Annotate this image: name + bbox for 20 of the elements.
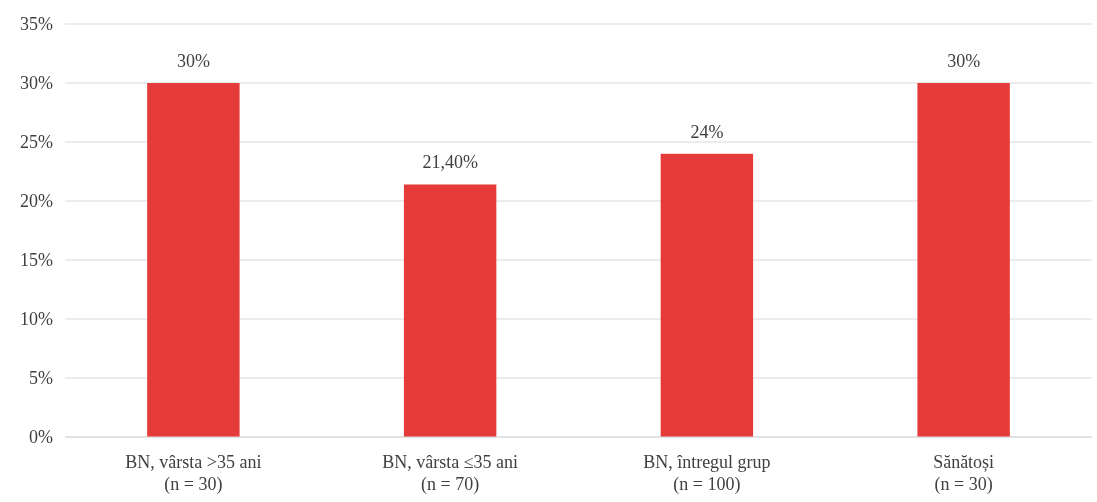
x-tick-label: BN, întregul grup (n = 100) [643,452,771,495]
y-tick-label: 10% [20,309,53,330]
y-tick-label: 30% [20,73,53,94]
y-tick-label: 0% [29,427,53,448]
bar [917,83,1010,437]
y-tick-label: 25% [20,132,53,153]
x-tick-label: BN, vârsta ≤35 ani (n = 70) [382,452,519,495]
bar [147,83,240,437]
y-tick-label: 20% [20,191,53,212]
data-label: 24% [690,121,724,142]
data-label: 30% [947,51,981,71]
y-tick-label: 15% [20,250,53,271]
data-label: 30% [176,51,210,71]
bar [660,153,754,437]
x-tick-label: BN, vârsta >35 ani (n = 30) [125,452,262,495]
y-tick-label: 5% [29,368,53,389]
x-tick-label: Sănătoși (n = 30) [933,452,995,495]
y-tick-label: 35% [20,14,53,35]
bar [403,184,497,437]
data-label: 21,40% [422,152,478,173]
